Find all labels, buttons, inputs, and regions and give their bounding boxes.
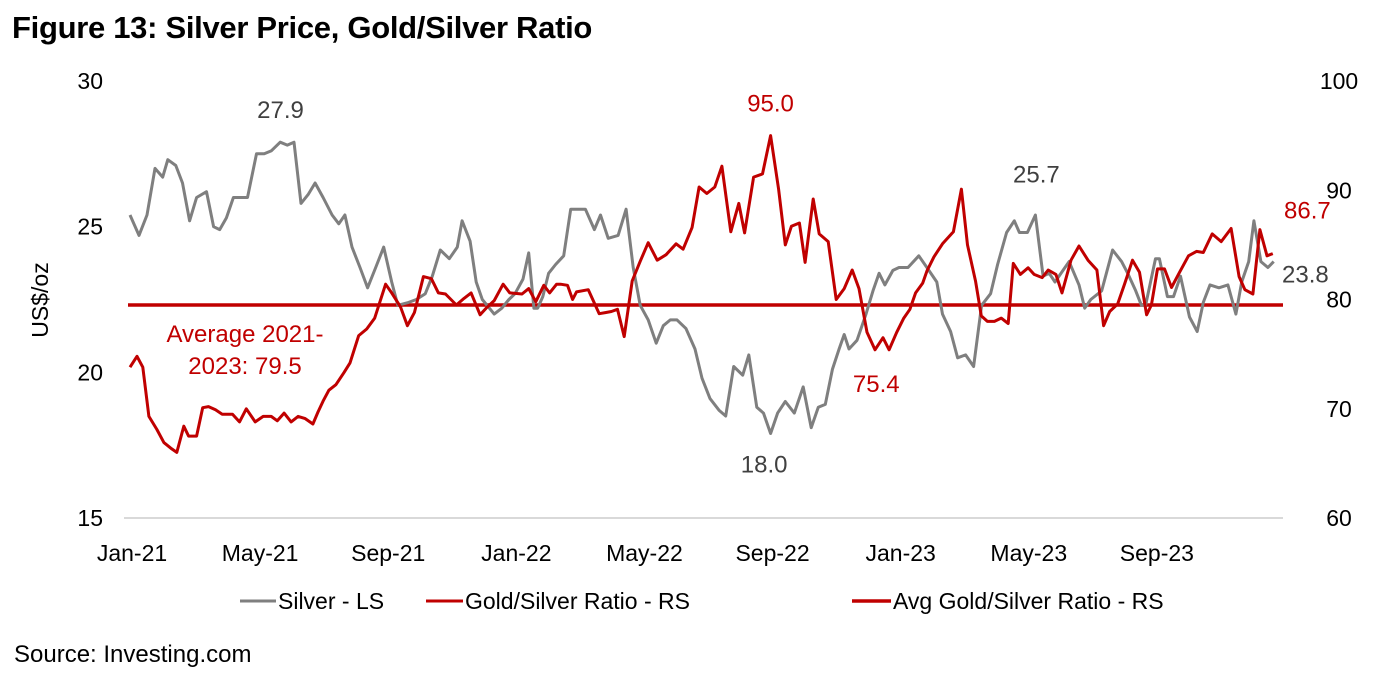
avg-annotation-line2: 2023: 79.5 [188,353,301,380]
x-tick-label: May-22 [606,540,683,566]
source-note: Source: Investing.com [14,641,252,668]
right-y-tick-label: 60 [1326,505,1352,531]
right-y-tick-label: 100 [1320,68,1358,94]
x-tick-label: Jan-21 [97,540,167,566]
gold-silver-ratio-series-line [128,134,1274,454]
left-y-tick-label: 25 [77,214,103,240]
x-tick-label: May-23 [990,540,1067,566]
annotation-label: 23.8 [1282,262,1329,289]
right-y-axis: 100 90 80 70 60 [1320,68,1358,531]
annotation-label: 27.9 [257,97,304,124]
right-y-tick-label: 80 [1326,287,1352,313]
annotation-label: 18.0 [741,452,788,479]
x-tick-label: Sep-22 [735,540,809,566]
x-tick-label: Jan-22 [481,540,551,566]
left-y-axis: 30 25 20 15 [77,68,103,531]
x-tick-label: Sep-23 [1120,540,1194,566]
x-tick-label: Jan-23 [866,540,936,566]
annotation-label: 86.7 [1284,197,1331,224]
left-y-axis-label: US$/oz [27,262,53,337]
left-y-tick-label: 15 [77,505,103,531]
data-annotations: 27.9 95.0 18.0 75.4 25.7 86.7 23.8 [257,91,1331,479]
legend-label-avg: Avg Gold/Silver Ratio - RS [893,588,1164,614]
annotation-label: 95.0 [747,91,794,118]
right-y-tick-label: 90 [1326,177,1352,203]
left-y-tick-label: 30 [77,68,103,94]
legend-label-ratio: Gold/Silver Ratio - RS [465,588,690,614]
figure-title: Figure 13: Silver Price, Gold/Silver Rat… [12,10,593,45]
x-axis: Jan-21 May-21 Sep-21 Jan-22 May-22 Sep-22 Jan-… [97,540,1194,566]
legend: Silver - LS Gold/Silver Ratio - RS Avg G… [240,588,1164,614]
right-y-tick-label: 70 [1326,396,1352,422]
left-y-tick-label: 20 [77,359,103,385]
annotation-label: 75.4 [853,371,900,398]
avg-annotation-line1: Average 2021- [166,321,323,348]
legend-label-silver: Silver - LS [278,588,384,614]
silver-series-line [128,140,1275,435]
x-tick-label: Sep-21 [351,540,425,566]
annotation-label: 25.7 [1013,161,1060,188]
x-tick-label: May-21 [222,540,299,566]
